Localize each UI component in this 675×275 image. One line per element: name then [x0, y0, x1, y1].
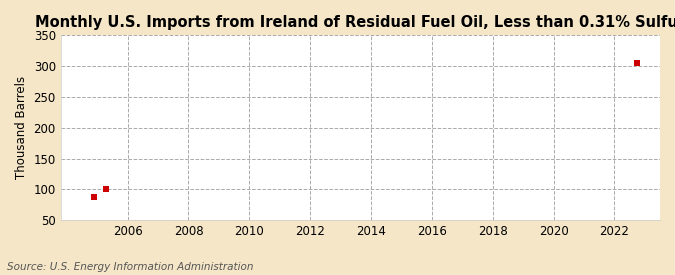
Text: Source: U.S. Energy Information Administration: Source: U.S. Energy Information Administ…: [7, 262, 253, 272]
Point: [101, 186, 111, 191]
Title: Monthly U.S. Imports from Ireland of Residual Fuel Oil, Less than 0.31% Sulfur: Monthly U.S. Imports from Ireland of Res…: [35, 15, 675, 30]
Point: [88, 195, 99, 200]
Y-axis label: Thousand Barrels: Thousand Barrels: [15, 76, 28, 179]
Point: [632, 61, 643, 65]
